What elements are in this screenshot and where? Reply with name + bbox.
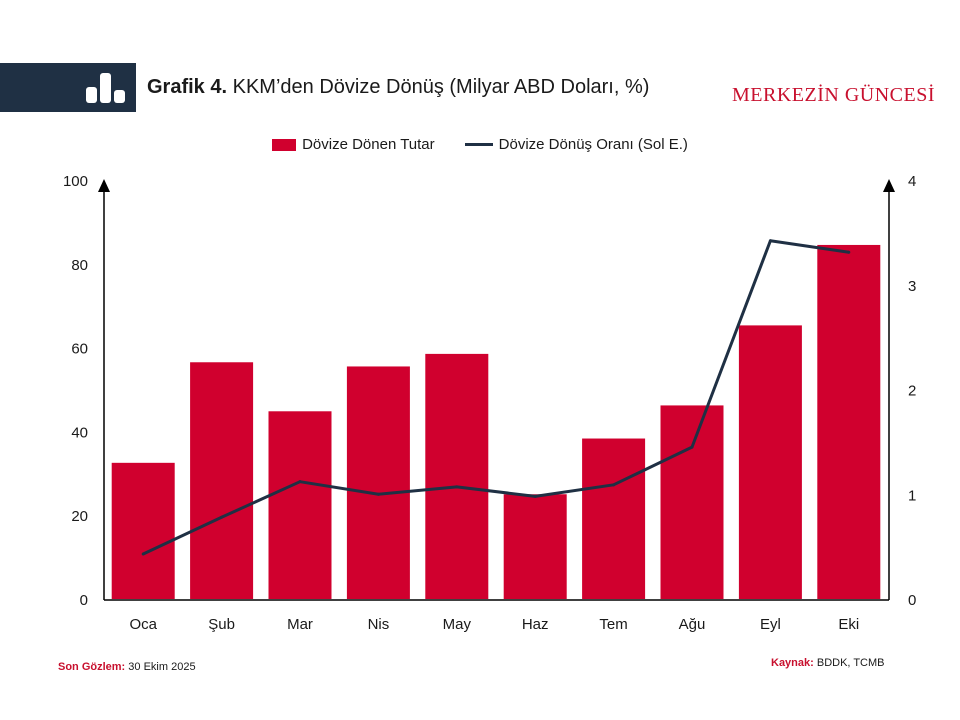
x-tick-label: Eyl bbox=[760, 616, 781, 633]
right-tick-label: 2 bbox=[908, 383, 916, 400]
last-observation: Son Gözlem: 30 Ekim 2025 bbox=[58, 661, 196, 673]
legend-item-line: Dövize Dönüş Oranı (Sol E.) bbox=[464, 136, 688, 153]
left-tick-label: 40 bbox=[71, 424, 88, 441]
chart-title-text: KKM’den Dövize Dönüş (Milyar ABD Doları,… bbox=[232, 76, 650, 98]
bar-9 bbox=[817, 244, 881, 599]
legend-item-bar: Dövize Dönen Tutar bbox=[272, 136, 435, 153]
legend-line-swatch bbox=[464, 143, 493, 146]
x-tick-label: Tem bbox=[599, 616, 627, 633]
bar-5 bbox=[503, 494, 567, 599]
line-series bbox=[142, 239, 850, 556]
bar-7 bbox=[660, 405, 724, 599]
brand-logo: MERKEZİN GÜNCESİ bbox=[732, 84, 935, 106]
line-point-9 bbox=[847, 250, 851, 254]
left-tick-label: 100 bbox=[63, 173, 88, 190]
source-note: Kaynak: BDDK, TCMB bbox=[771, 657, 885, 669]
line-point-8 bbox=[768, 239, 772, 243]
x-tick-label: Ağu bbox=[679, 616, 706, 633]
right-axis-arrow bbox=[883, 179, 895, 192]
x-tick-label: Haz bbox=[522, 616, 549, 633]
x-tick-label: May bbox=[443, 616, 472, 633]
bar-3 bbox=[346, 366, 410, 599]
bar-8 bbox=[738, 325, 802, 599]
bar-4 bbox=[425, 353, 489, 599]
x-tick-label: Eki bbox=[838, 616, 859, 633]
bar-2 bbox=[268, 411, 332, 599]
bar-chart-icon bbox=[86, 73, 125, 103]
line-point-2 bbox=[298, 480, 302, 484]
bar-1 bbox=[190, 362, 254, 599]
chart-label: Grafik 4. bbox=[147, 76, 228, 98]
left-tick-label: 20 bbox=[71, 508, 88, 525]
legend-bar-swatch bbox=[272, 138, 297, 151]
left-axis-arrow bbox=[98, 179, 110, 192]
last-observation-value: 30 Ekim 2025 bbox=[128, 661, 196, 673]
line-point-1 bbox=[220, 515, 224, 519]
line-point-7 bbox=[690, 445, 694, 449]
right-tick-label: 4 bbox=[908, 173, 916, 190]
legend-line-label: Dövize Dönüş Oranı (Sol E.) bbox=[498, 136, 688, 153]
x-tick-label: Oca bbox=[129, 616, 157, 633]
bar-0 bbox=[111, 462, 175, 599]
line-point-5 bbox=[533, 494, 537, 498]
x-tick-label: Mar bbox=[287, 616, 313, 633]
line-point-4 bbox=[455, 485, 459, 489]
bar-6 bbox=[582, 438, 646, 599]
line-point-0 bbox=[141, 552, 145, 556]
right-tick-label: 1 bbox=[908, 487, 916, 504]
line-point-3 bbox=[376, 492, 380, 496]
chart-title: Grafik 4. KKM’den Dövize Dönüş (Milyar A… bbox=[147, 76, 649, 99]
last-observation-key: Son Gözlem: bbox=[58, 661, 126, 673]
source-value: BDDK, TCMB bbox=[816, 657, 885, 669]
x-tick-label: Şub bbox=[208, 616, 235, 633]
chart-legend: Dövize Dönen Tutar Dövize Dönüş Oranı (S… bbox=[0, 136, 960, 153]
left-tick-label: 60 bbox=[71, 341, 88, 358]
left-tick-label: 80 bbox=[71, 257, 88, 274]
line-point-6 bbox=[612, 483, 616, 487]
legend-bar-label: Dövize Dönen Tutar bbox=[302, 136, 435, 153]
left-tick-label: 0 bbox=[80, 592, 88, 609]
header-band bbox=[0, 63, 136, 112]
right-tick-label: 0 bbox=[908, 592, 916, 609]
x-tick-label: Nis bbox=[368, 616, 390, 633]
right-tick-label: 3 bbox=[908, 278, 916, 295]
source-key: Kaynak: bbox=[771, 657, 814, 669]
